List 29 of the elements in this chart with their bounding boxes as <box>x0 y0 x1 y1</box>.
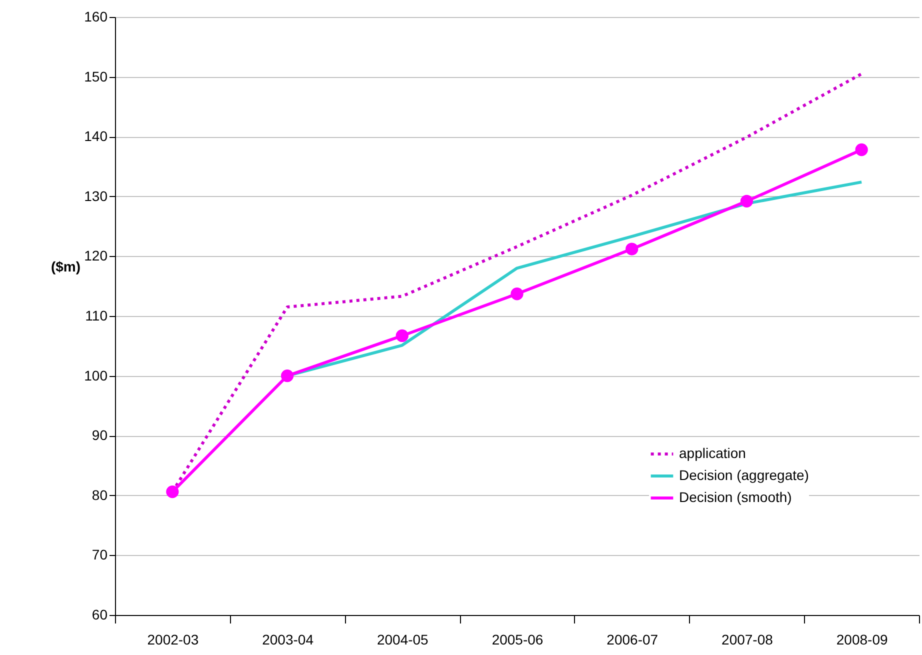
point <box>396 329 408 342</box>
y-axis-title: ($m) <box>50 258 80 274</box>
y-tick-label: 120 <box>84 248 108 264</box>
y-tick-label: 70 <box>92 546 108 563</box>
y-tick-label: 160 <box>84 8 108 24</box>
y-tick-label: 60 <box>92 606 108 622</box>
x-tick-label: 2007-08 <box>722 632 774 648</box>
y-tick-label: 150 <box>84 68 108 84</box>
legend-label: Decision (aggregate) <box>679 467 809 483</box>
x-tick-label: 2004-05 <box>376 632 429 648</box>
x-tick-label: 2002-03 <box>147 632 199 648</box>
x-tick-label: 2005-06 <box>492 632 544 648</box>
point <box>740 194 754 208</box>
x-tick-label: 2006-07 <box>606 632 658 648</box>
point <box>626 242 638 256</box>
legend-label: Decision (smooth) <box>679 489 792 505</box>
y-tick-label: 130 <box>84 188 108 204</box>
y-tick-label: 110 <box>85 308 108 324</box>
x-tick-label: 2008-09 <box>836 632 888 648</box>
y-tick-label: 100 <box>84 367 108 384</box>
point <box>510 288 524 300</box>
x-tick-label: 2003-04 <box>262 632 314 648</box>
y-tick-label: 140 <box>84 128 108 144</box>
y-tick-label: 90 <box>92 427 108 444</box>
point <box>280 369 294 382</box>
y-tick-label: 80 <box>92 486 108 503</box>
legend-label: application <box>679 445 746 461</box>
point <box>855 143 868 156</box>
point <box>166 486 179 498</box>
